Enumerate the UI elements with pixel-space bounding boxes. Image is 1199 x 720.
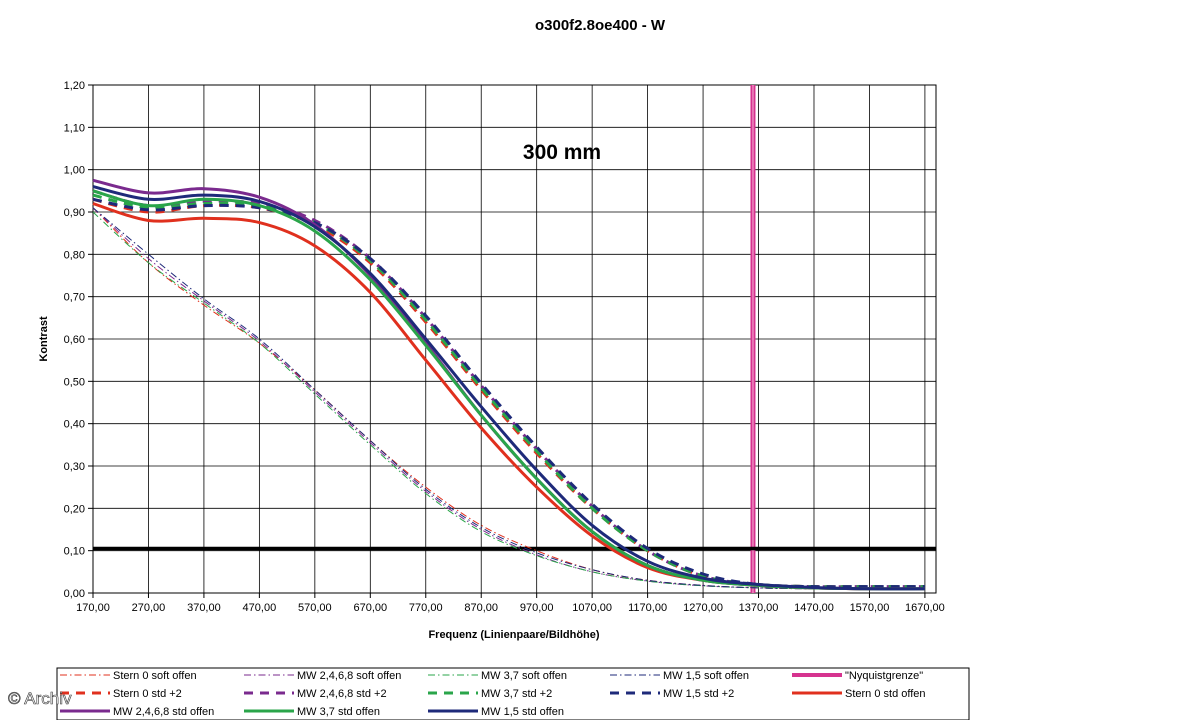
x-tick-label: 1570,00 — [850, 602, 890, 614]
series-lines — [92, 178, 925, 591]
y-tick-label: 0,70 — [64, 292, 85, 304]
x-tick-label: 670,00 — [353, 602, 387, 614]
y-tick-label: 0,60 — [64, 334, 85, 346]
y-tick-label: 1,20 — [64, 80, 85, 92]
y-tick-label: 0,80 — [64, 249, 85, 261]
y-tick-label: 0,50 — [64, 376, 85, 388]
legend-label: MW 1,5 soft offen — [663, 670, 749, 682]
x-tick-label: 370,00 — [187, 602, 221, 614]
legend-label: MW 2,4,6,8 std offen — [113, 706, 214, 718]
series-line — [92, 193, 925, 589]
y-axis-label: Kontrast — [38, 316, 50, 362]
legend-label: "Nyquistgrenze" — [845, 670, 923, 682]
y-tick-label: 0,10 — [64, 546, 85, 558]
x-tick-label: 870,00 — [464, 602, 498, 614]
chart-annotation: 300 mm — [523, 141, 601, 164]
x-tick-label: 1170,00 — [628, 602, 667, 614]
x-tick-label: 770,00 — [409, 602, 443, 614]
y-tick-label: 1,10 — [64, 122, 85, 134]
x-tick-label: 1270,00 — [683, 602, 723, 614]
x-tick-label: 1370,00 — [739, 602, 779, 614]
x-tick-label: 1670,00 — [905, 602, 945, 614]
legend-label: MW 3,7 std +2 — [481, 688, 552, 700]
legend-label: Stern 0 std +2 — [113, 688, 182, 700]
series-line — [92, 185, 925, 591]
chart-title: o300f2.8oe400 - W — [535, 17, 666, 34]
x-tick-label: 570,00 — [298, 602, 332, 614]
legend-label: MW 3,7 std offen — [297, 706, 380, 718]
y-tick-label: 0,90 — [64, 207, 85, 219]
y-tick-label: 1,00 — [64, 165, 85, 177]
legend-label: MW 1,5 std +2 — [663, 688, 734, 700]
x-tick-label: 470,00 — [243, 602, 277, 614]
y-tick-label: 0,20 — [64, 503, 85, 515]
x-tick-label: 270,00 — [132, 602, 166, 614]
series-line — [92, 207, 925, 590]
legend-label: MW 2,4,6,8 soft offen — [297, 670, 401, 682]
x-tick-label: 1070,00 — [572, 602, 612, 614]
x-ticks: 170,00 270,00 370,00 470,00 570,00 670,00 770,… — [76, 593, 945, 614]
series-line — [92, 211, 925, 590]
series-line — [92, 197, 925, 589]
reference-lines — [93, 85, 936, 593]
legend-label: MW 3,7 soft offen — [481, 670, 567, 682]
y-tick-label: 0,30 — [64, 461, 85, 473]
x-tick-label: 1470,00 — [794, 602, 834, 614]
y-tick-label: 0,00 — [64, 588, 85, 600]
y-ticks: 0,00 0,10 0,20 0,30 0,40 0,50 0,60 0,70 0,80 0,90… — [64, 80, 93, 600]
x-axis-label: Frequenz (Linienpaare/Bildhöhe) — [428, 629, 599, 641]
watermark: © Archiv — [8, 689, 72, 708]
x-tick-label: 970,00 — [520, 602, 554, 614]
series-line — [92, 207, 925, 590]
legend-label: Stern 0 soft offen — [113, 670, 197, 682]
legend: Stern 0 soft offen MW 2,4,6,8 soft offen M… — [60, 670, 926, 718]
legend-label: MW 1,5 std offen — [481, 706, 564, 718]
legend-label: Stern 0 std offen — [845, 688, 926, 700]
y-tick-label: 0,40 — [64, 419, 85, 431]
x-tick-label: 170,00 — [76, 602, 110, 614]
legend-label: MW 2,4,6,8 std +2 — [297, 688, 387, 700]
